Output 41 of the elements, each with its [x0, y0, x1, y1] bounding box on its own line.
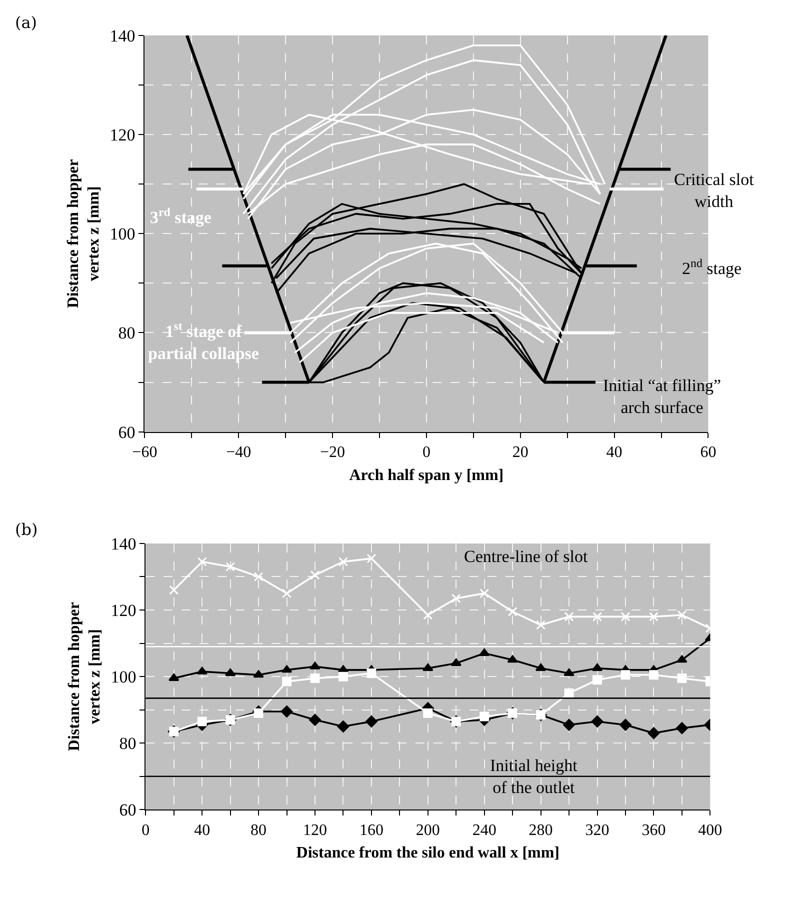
y-tick-label: 80: [119, 734, 136, 754]
x-tick-label: 20: [512, 444, 528, 462]
x-tick-label: 360: [642, 822, 666, 839]
x-tick-label: 0: [142, 822, 150, 839]
chart-title: (a): [15, 13, 38, 32]
x-tick-label: 240: [472, 822, 496, 839]
annotation: Initial “at filling” arch surface: [603, 376, 722, 418]
x-tick-label: 280: [528, 822, 553, 839]
chart-title: (b): [15, 520, 38, 539]
x-tick-label: 200: [416, 822, 440, 839]
annotation: Critical slot width: [674, 170, 754, 212]
x-axis-title: Distance from the silo end wall x [mm]: [296, 844, 560, 862]
y-tick-label: 120: [110, 600, 136, 620]
x-tick-label: −40: [226, 444, 252, 462]
annotation: Initial height of the outlet: [490, 756, 578, 798]
y-tick-label: 100: [110, 224, 136, 244]
annotation: Centre-line of slot: [464, 547, 588, 566]
x-tick-label: 40: [194, 822, 210, 839]
y-tick-label: 140: [110, 534, 136, 554]
y-tick-label: 80: [118, 324, 136, 343]
x-tick-label: 0: [422, 444, 430, 462]
y-tick-label: 60: [118, 422, 136, 442]
annotation: 3$^{rd}$ stage: [150, 205, 212, 228]
x-tick-label: 160: [359, 822, 384, 839]
x-tick-label: −20: [320, 444, 346, 462]
annotation: 2$^{nd}$ stage: [682, 256, 742, 278]
y-tick-label: 120: [110, 125, 136, 144]
y-tick-label: 140: [110, 26, 136, 46]
x-tick-label: 400: [698, 822, 722, 839]
x-axis-title: Arch half span y [mm]: [349, 466, 504, 484]
x-tick-label: 60: [700, 444, 716, 462]
x-tick-label: 80: [250, 822, 267, 839]
y-tick-label: 60: [119, 800, 136, 820]
x-tick-label: 320: [585, 822, 610, 839]
x-tick-label: 40: [606, 444, 622, 462]
x-tick-label: −60: [132, 444, 158, 462]
y-axis-title: Distance from hopper vertex z [mm]: [66, 602, 104, 752]
y-tick-label: 100: [110, 668, 136, 687]
y-axis-title: Distance from hopper vertex z [mm]: [64, 159, 103, 308]
annotation: 1$^{st}$ stage of partial collapse: [148, 319, 260, 364]
x-tick-label: 120: [303, 822, 328, 839]
